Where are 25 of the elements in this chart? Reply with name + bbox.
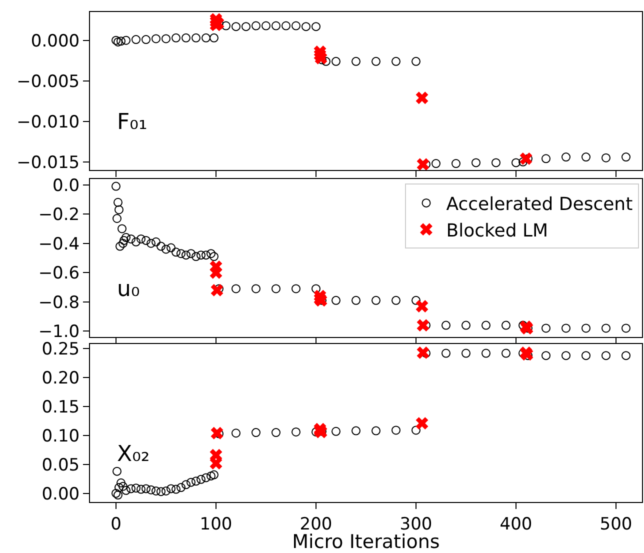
- x-tick-label: 100: [200, 514, 232, 534]
- x-tick-label: 500: [600, 514, 632, 534]
- legend-label: Blocked LM: [446, 220, 548, 242]
- y-tick-label: −0.2: [38, 205, 80, 226]
- legend-label: Accelerated Descent: [446, 194, 633, 215]
- y-tick-label: 0.15: [42, 397, 80, 418]
- y-tick-label: 0.25: [42, 340, 80, 360]
- y-tick-label: 0.20: [42, 368, 80, 389]
- y-tick-label: −0.010: [16, 112, 80, 132]
- y-tick-label: 0.0: [52, 176, 80, 196]
- x-tick-label: 0: [110, 514, 122, 534]
- y-tick-label: −0.8: [38, 292, 80, 313]
- y-tick-label: −0.015: [16, 152, 80, 173]
- y-tick-label: 0.00: [42, 484, 80, 504]
- y-tick-label: 0.10: [42, 426, 80, 446]
- y-tick-label: 0.05: [42, 455, 80, 476]
- y-tick-label: −1.0: [38, 322, 80, 342]
- y-tick-label: 0.000: [30, 31, 80, 52]
- y-tick-label: −0.4: [38, 234, 80, 254]
- y-tick-label: −0.005: [16, 72, 80, 92]
- annotation: u₀: [117, 277, 140, 302]
- x-tick-label: 400: [500, 514, 532, 534]
- annotation: F₀₁: [117, 110, 148, 135]
- y-tick-label: −0.6: [38, 264, 80, 284]
- annotation: X₀₂: [117, 442, 150, 467]
